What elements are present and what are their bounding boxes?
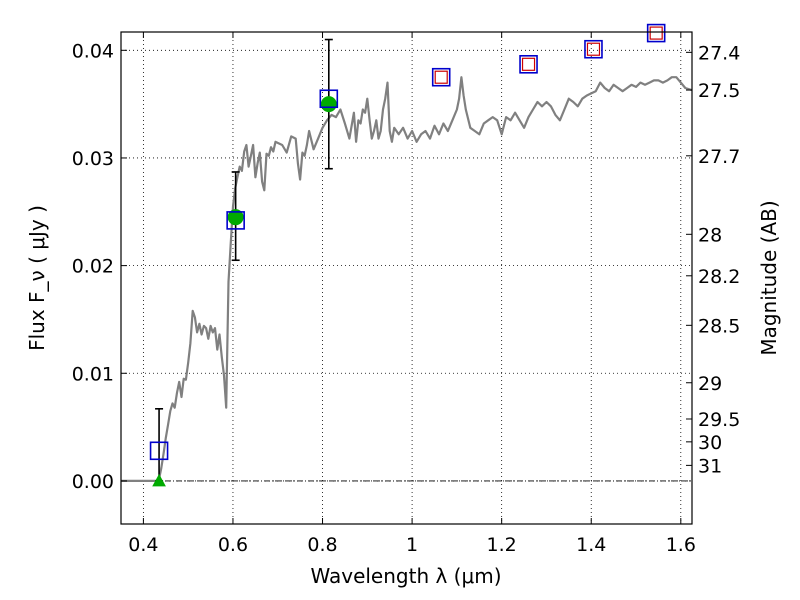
detection-point — [227, 209, 244, 226]
model-flux-box — [519, 54, 538, 74]
plot-frame — [120, 31, 693, 525]
x-tick-label: 1.4 — [576, 534, 606, 556]
x-tick-label: 1 — [406, 534, 418, 556]
model-flux-box-inner — [521, 57, 536, 71]
model-flux-box — [149, 441, 169, 461]
y-tick-label: 0.02 — [72, 256, 114, 278]
mag-tick-label: 27.7 — [698, 146, 740, 168]
ticks — [121, 32, 692, 524]
tick-labels: 0.4 0.6 0.8 1 1.2 1.4 1.6 0.00 0.01 0.02 0.03 0.04 2… — [72, 40, 741, 556]
y-tick-label: 0.03 — [72, 148, 114, 170]
y-tick-label: 0.04 — [72, 40, 114, 62]
mag-tick-label: 29.5 — [698, 409, 740, 431]
mag-tick-label: 28.2 — [698, 266, 740, 288]
mag-tick-label: 27.4 — [698, 42, 740, 64]
mag-tick-label: 27.5 — [698, 80, 740, 102]
model-flux-box — [646, 23, 666, 43]
data-layer — [121, 76, 692, 482]
model-flux-box-inner — [586, 42, 601, 56]
mag-tick-label: 28 — [698, 224, 722, 246]
y-tick-label: 0.00 — [72, 471, 114, 493]
x-tick-label: 1.2 — [487, 534, 517, 556]
model-flux-box-inner — [434, 70, 448, 84]
model-flux-box — [226, 211, 245, 230]
model-flux-box — [584, 39, 603, 59]
model-flux-box — [431, 67, 451, 87]
mag-tick-label: 30 — [698, 432, 722, 454]
x-tick-label: 1.6 — [666, 534, 696, 556]
model-flux-box — [319, 89, 339, 109]
y-axis-left-label: Flux F_ν ( μJy ) — [25, 205, 49, 351]
marker-layer — [149, 23, 666, 487]
grid — [121, 32, 692, 524]
y-axis-right-label: Magnitude (AB) — [757, 200, 781, 355]
x-tick-label: 0.8 — [307, 534, 337, 556]
x-tick-label: 0.6 — [218, 534, 248, 556]
mag-tick-label: 31 — [698, 455, 722, 477]
model-flux-box-inner — [649, 26, 663, 40]
mag-tick-label: 29 — [698, 373, 722, 395]
detection-point — [320, 96, 337, 113]
x-axis-label: Wavelength λ (μm) — [310, 564, 501, 588]
mag-tick-label: 28.5 — [698, 315, 740, 337]
y-tick-label: 0.01 — [72, 363, 114, 385]
spectrum-line — [121, 76, 692, 482]
x-tick-label: 0.4 — [128, 534, 158, 556]
upper-limit-marker — [152, 473, 166, 487]
